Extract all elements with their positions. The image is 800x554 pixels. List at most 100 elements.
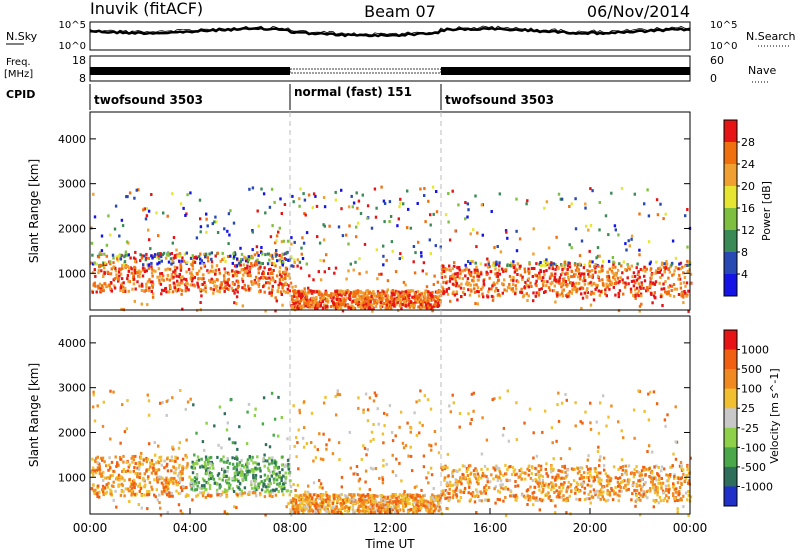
scatter-cell (244, 463, 248, 467)
scatter-cell (290, 306, 293, 310)
scatter-cell (219, 259, 222, 263)
scatter-cell (128, 500, 131, 503)
scatter-cell (216, 455, 219, 459)
scatter-cell (532, 456, 535, 460)
scatter-cell (286, 287, 289, 291)
scatter-cell (509, 261, 513, 265)
scatter-cell (341, 297, 344, 301)
scatter-cell (557, 267, 560, 271)
scatter-cell (380, 494, 383, 497)
scatter-cell (212, 466, 215, 470)
scatter-cell (390, 291, 394, 295)
scatter-cell (258, 466, 262, 470)
scatter-cell (357, 504, 361, 508)
scatter-cell (672, 294, 676, 298)
scatter-cell (425, 306, 428, 310)
scatter-cell (518, 266, 521, 270)
scatter-cell (293, 240, 296, 244)
scatter-cell (303, 292, 306, 296)
scatter-cell (325, 253, 328, 257)
scatter-cell (654, 280, 658, 284)
scatter-cell (298, 204, 301, 208)
cpid-segment-1: twofsound 3503 (94, 93, 203, 107)
scatter-cell (510, 494, 513, 498)
scatter-cell (285, 505, 288, 509)
scatter-cell (351, 508, 355, 512)
scatter-cell (680, 294, 683, 298)
scatter-cell (674, 256, 678, 260)
scatter-cell (104, 261, 107, 265)
scatter-cell (581, 421, 584, 425)
scatter-cell (647, 444, 651, 448)
scatter-cell (454, 482, 457, 486)
scatter-cell (433, 304, 436, 308)
scatter-cell (321, 300, 325, 304)
scatter-cell (391, 439, 395, 443)
scatter-cell (476, 472, 480, 476)
scatter-cell (333, 507, 337, 511)
scatter-cell (271, 256, 274, 260)
scatter-cell (311, 305, 315, 309)
scatter-cell (91, 290, 94, 294)
scatter-cell (464, 201, 467, 204)
scatter-cell (676, 507, 679, 511)
scatter-cell (391, 508, 394, 512)
scatter-cell (627, 487, 630, 491)
scatter-cell (677, 277, 680, 281)
scatter-cell (118, 274, 121, 278)
scatter-cell (550, 488, 553, 492)
scatter-cell (211, 280, 214, 284)
scatter-cell (153, 255, 156, 258)
freq-band-3 (441, 67, 690, 75)
scatter-cell (146, 490, 149, 494)
scatter-cell (671, 492, 675, 496)
scatter-cell (143, 207, 146, 211)
scatter-cell (632, 483, 635, 487)
scatter-cell (589, 281, 592, 285)
scatter-cell (196, 283, 199, 287)
scatter-cell (257, 261, 261, 265)
scatter-cell (547, 491, 550, 495)
scatter-cell (637, 272, 640, 276)
scatter-cell (321, 486, 324, 490)
scatter-cell (181, 466, 184, 470)
scatter-cell (508, 478, 512, 482)
scatter-cell (191, 264, 194, 268)
scatter-cell (385, 306, 388, 310)
scatter-cell (172, 281, 175, 285)
scatter-cell (505, 472, 508, 476)
scatter-cell (554, 263, 557, 267)
scatter-cell (438, 289, 442, 293)
scatter-cell (240, 268, 243, 272)
scatter-cell (409, 430, 412, 434)
scatter-cell (409, 300, 413, 304)
scatter-cell (598, 228, 601, 232)
scatter-cell (567, 261, 570, 265)
scatter-cell (109, 272, 113, 276)
scatter-cell (235, 295, 239, 299)
scatter-cell (588, 269, 591, 273)
scatter-cell (493, 283, 496, 287)
scatter-cell (247, 462, 251, 466)
scatter-cell (223, 289, 226, 293)
scatter-cell (515, 279, 518, 283)
scatter-cell (181, 259, 184, 263)
scatter-cell (475, 511, 478, 514)
scatter-cell (543, 484, 546, 488)
scatter-cell (579, 420, 582, 424)
scatter-cell (634, 281, 637, 285)
scatter-cell (95, 262, 98, 266)
scatter-cell (355, 508, 358, 512)
scatter-cell (364, 498, 367, 502)
scatter-cell (399, 498, 402, 502)
scatter-cell (286, 291, 289, 295)
scatter-cell (508, 286, 511, 290)
scatter-cell (516, 280, 520, 284)
scatter-cell (269, 489, 273, 493)
scatter-cell (214, 215, 217, 219)
scatter-cell (555, 291, 559, 295)
scatter-cell (193, 276, 196, 279)
scatter-cell (191, 254, 194, 258)
scatter-cell (256, 263, 259, 267)
scatter-cell (512, 266, 516, 269)
